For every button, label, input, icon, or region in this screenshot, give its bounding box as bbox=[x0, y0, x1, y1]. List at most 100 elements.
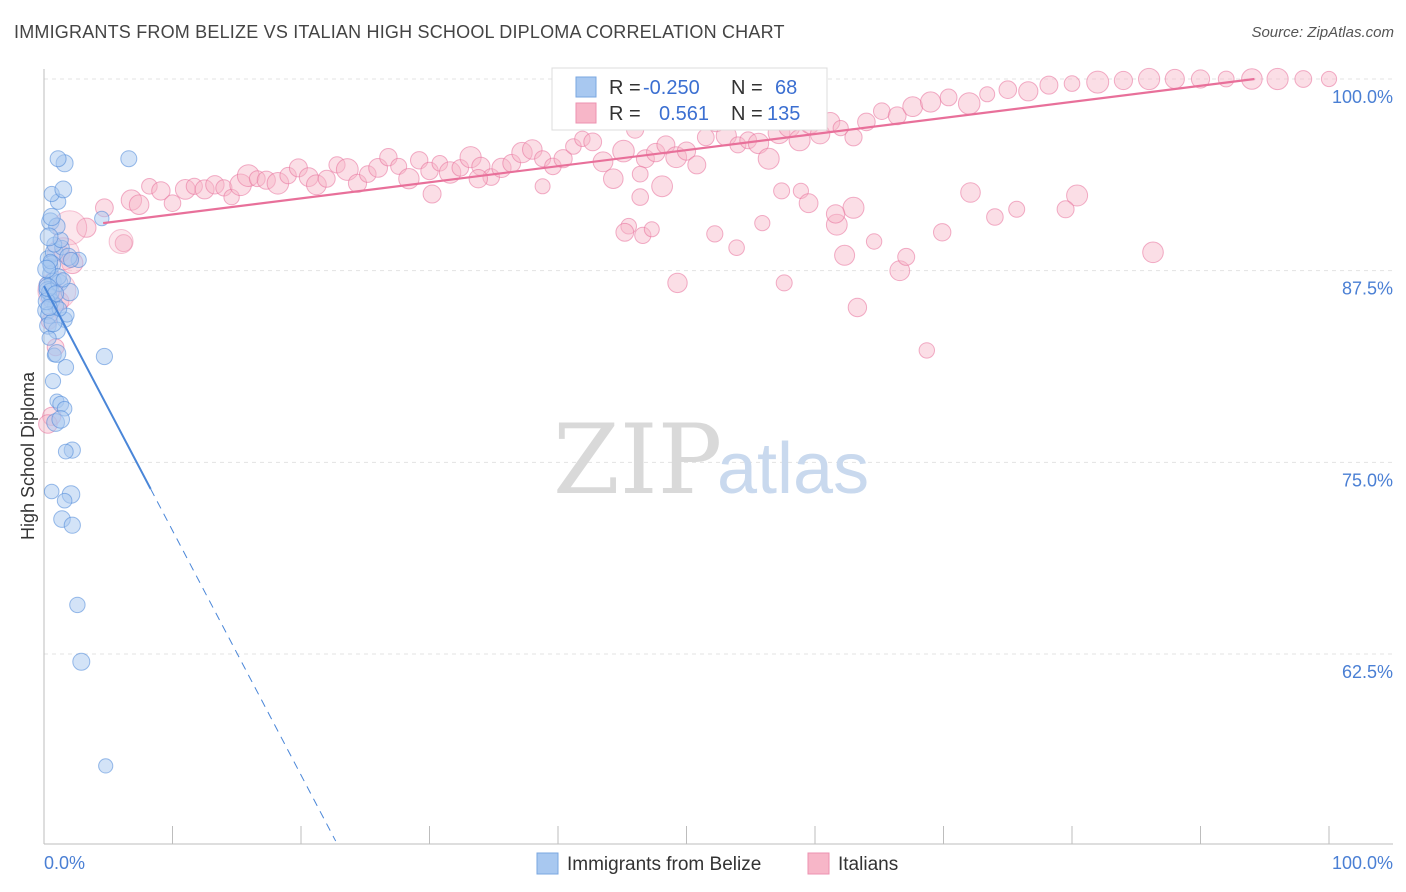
data-point bbox=[687, 155, 707, 175]
data-point bbox=[120, 150, 138, 168]
data-point bbox=[986, 208, 1004, 226]
y-tick-label: 62.5% bbox=[1342, 662, 1393, 682]
data-point bbox=[347, 173, 368, 193]
data-point bbox=[359, 165, 377, 183]
legend-r-value-italians: 0.561 bbox=[659, 103, 709, 125]
data-point bbox=[773, 182, 791, 200]
data-point bbox=[151, 181, 171, 201]
data-point bbox=[1190, 69, 1211, 89]
data-point bbox=[76, 217, 97, 238]
data-point bbox=[920, 91, 942, 113]
data-point bbox=[63, 251, 79, 268]
legend-n-value-belize: 68 bbox=[775, 77, 797, 99]
data-point bbox=[957, 92, 981, 115]
trend-line-belize bbox=[43, 285, 152, 490]
data-point bbox=[825, 204, 846, 224]
data-point bbox=[522, 139, 543, 160]
bottom-legend-swatch-belize bbox=[536, 852, 559, 875]
data-point bbox=[574, 130, 591, 148]
data-point-large bbox=[108, 229, 134, 255]
watermark-atlas: atlas bbox=[717, 429, 869, 509]
axes bbox=[43, 69, 1393, 845]
data-point bbox=[873, 102, 891, 120]
bottom-legend-swatch-italians bbox=[807, 852, 830, 875]
data-point bbox=[757, 147, 780, 170]
belize-points bbox=[37, 150, 138, 774]
data-point bbox=[667, 272, 688, 294]
data-point bbox=[603, 168, 624, 189]
y-tick-label: 100.0% bbox=[1332, 87, 1393, 107]
data-point bbox=[95, 347, 114, 366]
data-point bbox=[979, 86, 996, 103]
legend-swatch-italians bbox=[575, 102, 597, 124]
data-point bbox=[1217, 70, 1235, 88]
data-point bbox=[775, 274, 793, 292]
legend-swatch-belize bbox=[575, 76, 597, 98]
data-point bbox=[47, 344, 67, 363]
data-point bbox=[798, 193, 819, 214]
data-point bbox=[844, 128, 863, 147]
data-point bbox=[205, 175, 225, 195]
data-point bbox=[63, 516, 81, 534]
data-point bbox=[998, 80, 1018, 99]
data-point bbox=[583, 132, 603, 152]
y-tick-labels: 100.0% 87.5% 75.0% 62.5% bbox=[1332, 87, 1393, 682]
data-point bbox=[1086, 70, 1110, 94]
data-point bbox=[902, 96, 924, 117]
data-point bbox=[834, 244, 856, 266]
data-point bbox=[651, 175, 673, 198]
data-point bbox=[553, 149, 573, 169]
data-point bbox=[696, 128, 715, 147]
data-point bbox=[534, 178, 551, 195]
legend-n-value-italians: 135 bbox=[767, 103, 800, 125]
watermark-zip: ZIP bbox=[553, 404, 722, 516]
data-point bbox=[51, 410, 71, 429]
bottom-legend-label-italians: Italians bbox=[838, 854, 898, 875]
data-point bbox=[1056, 200, 1075, 219]
data-point bbox=[842, 196, 865, 219]
data-point bbox=[1294, 70, 1313, 88]
data-point bbox=[422, 184, 442, 204]
data-point bbox=[49, 150, 67, 168]
data-point bbox=[706, 225, 724, 243]
data-point bbox=[1018, 81, 1039, 102]
data-point bbox=[317, 169, 336, 188]
data-point bbox=[918, 342, 935, 359]
data-point bbox=[1164, 68, 1185, 90]
legend-n-label-italians: N = bbox=[731, 103, 763, 125]
data-point bbox=[57, 443, 74, 460]
data-point bbox=[194, 179, 215, 200]
data-point bbox=[1142, 241, 1164, 264]
data-point bbox=[615, 222, 635, 242]
y-tick-label: 75.0% bbox=[1342, 470, 1393, 490]
data-point bbox=[279, 166, 297, 185]
trend-line-belize-extrapolated bbox=[150, 488, 337, 842]
data-point bbox=[98, 758, 114, 774]
data-point bbox=[847, 297, 868, 318]
bottom-legend: Immigrants from Belize Italians bbox=[536, 852, 898, 875]
x-tick-label-max: 100.0% bbox=[1332, 853, 1393, 873]
data-point bbox=[1113, 70, 1134, 91]
data-point bbox=[44, 373, 62, 390]
stats-legend: R = -0.250 N = 68 R = 0.561 N = 135 bbox=[551, 67, 828, 131]
data-point bbox=[897, 247, 916, 266]
stats-legend-box bbox=[551, 67, 828, 131]
data-point bbox=[438, 161, 462, 184]
data-point bbox=[865, 233, 883, 250]
data-point bbox=[1039, 75, 1059, 95]
data-point bbox=[825, 213, 848, 236]
data-point bbox=[56, 492, 73, 509]
data-point bbox=[69, 596, 86, 614]
y-axis-label: High School Diploma bbox=[18, 371, 38, 540]
data-point bbox=[960, 182, 981, 203]
data-point bbox=[1063, 75, 1081, 92]
x-tick-label-min: 0.0% bbox=[44, 853, 85, 873]
data-point bbox=[1266, 67, 1289, 91]
data-point bbox=[229, 173, 252, 197]
data-point bbox=[41, 330, 57, 346]
data-point bbox=[933, 223, 952, 242]
data-point bbox=[634, 226, 652, 244]
data-point bbox=[335, 158, 359, 181]
bottom-legend-label-belize: Immigrants from Belize bbox=[567, 854, 761, 875]
